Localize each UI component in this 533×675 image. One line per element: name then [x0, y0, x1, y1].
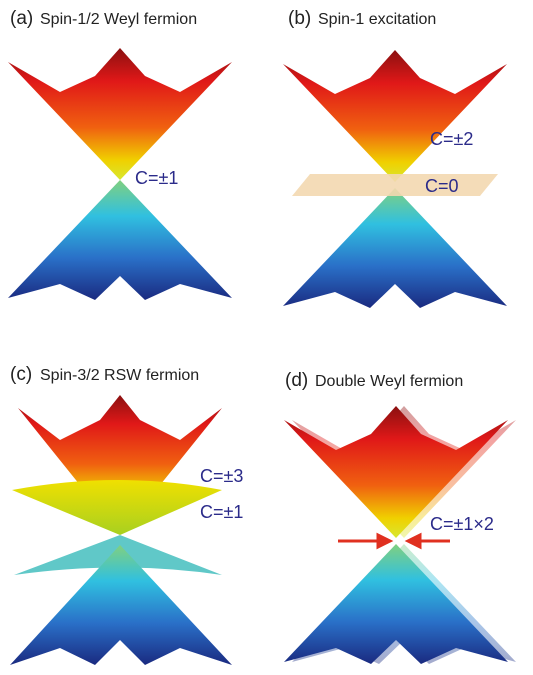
upper-cone — [283, 50, 507, 182]
panel-title: Spin-1/2 Weyl fermion — [40, 11, 197, 28]
chern-number: C=±1 — [200, 502, 243, 522]
chern-number: C=±2 — [430, 129, 473, 149]
panel-label: (c) — [10, 364, 32, 385]
arrow — [408, 535, 450, 547]
lower-cone — [10, 545, 232, 665]
chern-number: C=0 — [425, 176, 459, 196]
figure: (a) Spin-1/2 Weyl fermion C=±1 (b) Spin-… — [0, 0, 533, 675]
lower-cone — [8, 180, 232, 300]
chern-number: C=±1 — [135, 168, 178, 188]
panel-title: Spin-1 excitation — [318, 11, 436, 28]
page: (a) Spin-1/2 Weyl fermion C=±1 (b) Spin-… — [0, 0, 533, 675]
upper-cone — [8, 48, 232, 180]
panel-label: (b) — [288, 8, 311, 29]
lower-cone — [283, 188, 507, 308]
panel-label: (d) — [285, 370, 308, 391]
light-band — [12, 480, 222, 535]
chern-number: C=±3 — [200, 466, 243, 486]
arrow — [338, 535, 390, 547]
panel-label: (a) — [10, 8, 33, 29]
panel-title: Double Weyl fermion — [315, 373, 463, 390]
flat-band — [292, 174, 498, 196]
panel-title: Spin-3/2 RSW fermion — [40, 367, 199, 384]
chern-number: C=±1×2 — [430, 514, 494, 534]
